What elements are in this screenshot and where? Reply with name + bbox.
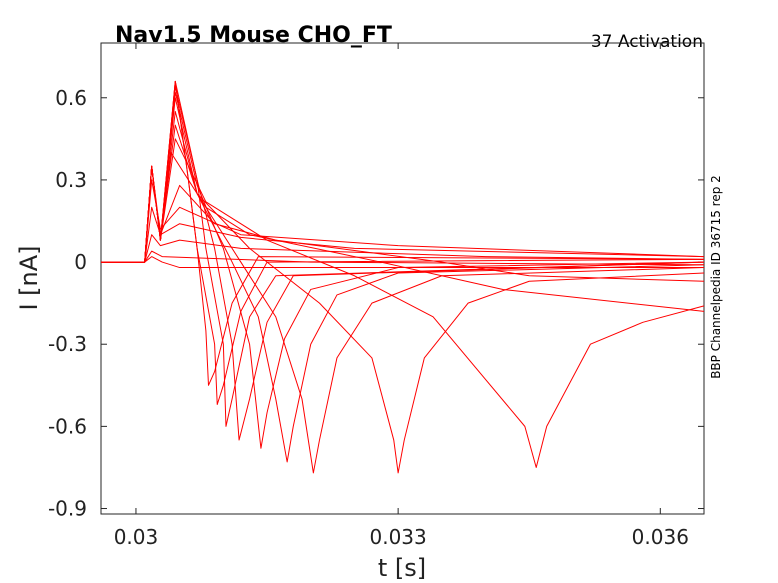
chart-subtitle: 37 Activation — [591, 32, 703, 52]
series-lines — [101, 80, 705, 474]
x-tick-label: 0.033 — [369, 525, 426, 549]
plot-area: 0.03 0.033 0.036 0.6 0.3 0 -0.3 -0.6 -0.9 — [48, 42, 705, 549]
y-tick-label: 0.6 — [55, 86, 87, 110]
x-axis-label: t [s] — [378, 554, 426, 582]
y-tick-label: -0.3 — [48, 332, 87, 356]
x-tick-label: 0.03 — [114, 525, 159, 549]
current-trace-16 — [101, 80, 705, 386]
current-trace-3 — [101, 234, 705, 263]
plot-frame — [100, 42, 705, 515]
y-axis: 0.6 0.3 0 -0.3 -0.6 -0.9 — [48, 86, 704, 521]
x-tick-label: 0.036 — [632, 525, 689, 549]
x-axis: 0.03 0.033 0.036 — [114, 43, 689, 549]
chart-title: Nav1.5 Mouse CHO_FT — [115, 23, 392, 48]
y-axis-label: I [nA] — [15, 245, 43, 310]
y-tick-label: -0.6 — [48, 414, 87, 438]
y-tick-label: -0.9 — [48, 497, 87, 521]
y-tick-label: 0 — [74, 250, 87, 274]
side-label: BBP Channelpedia ID 36715 rep 2 — [709, 175, 723, 379]
y-tick-label: 0.3 — [55, 168, 87, 192]
